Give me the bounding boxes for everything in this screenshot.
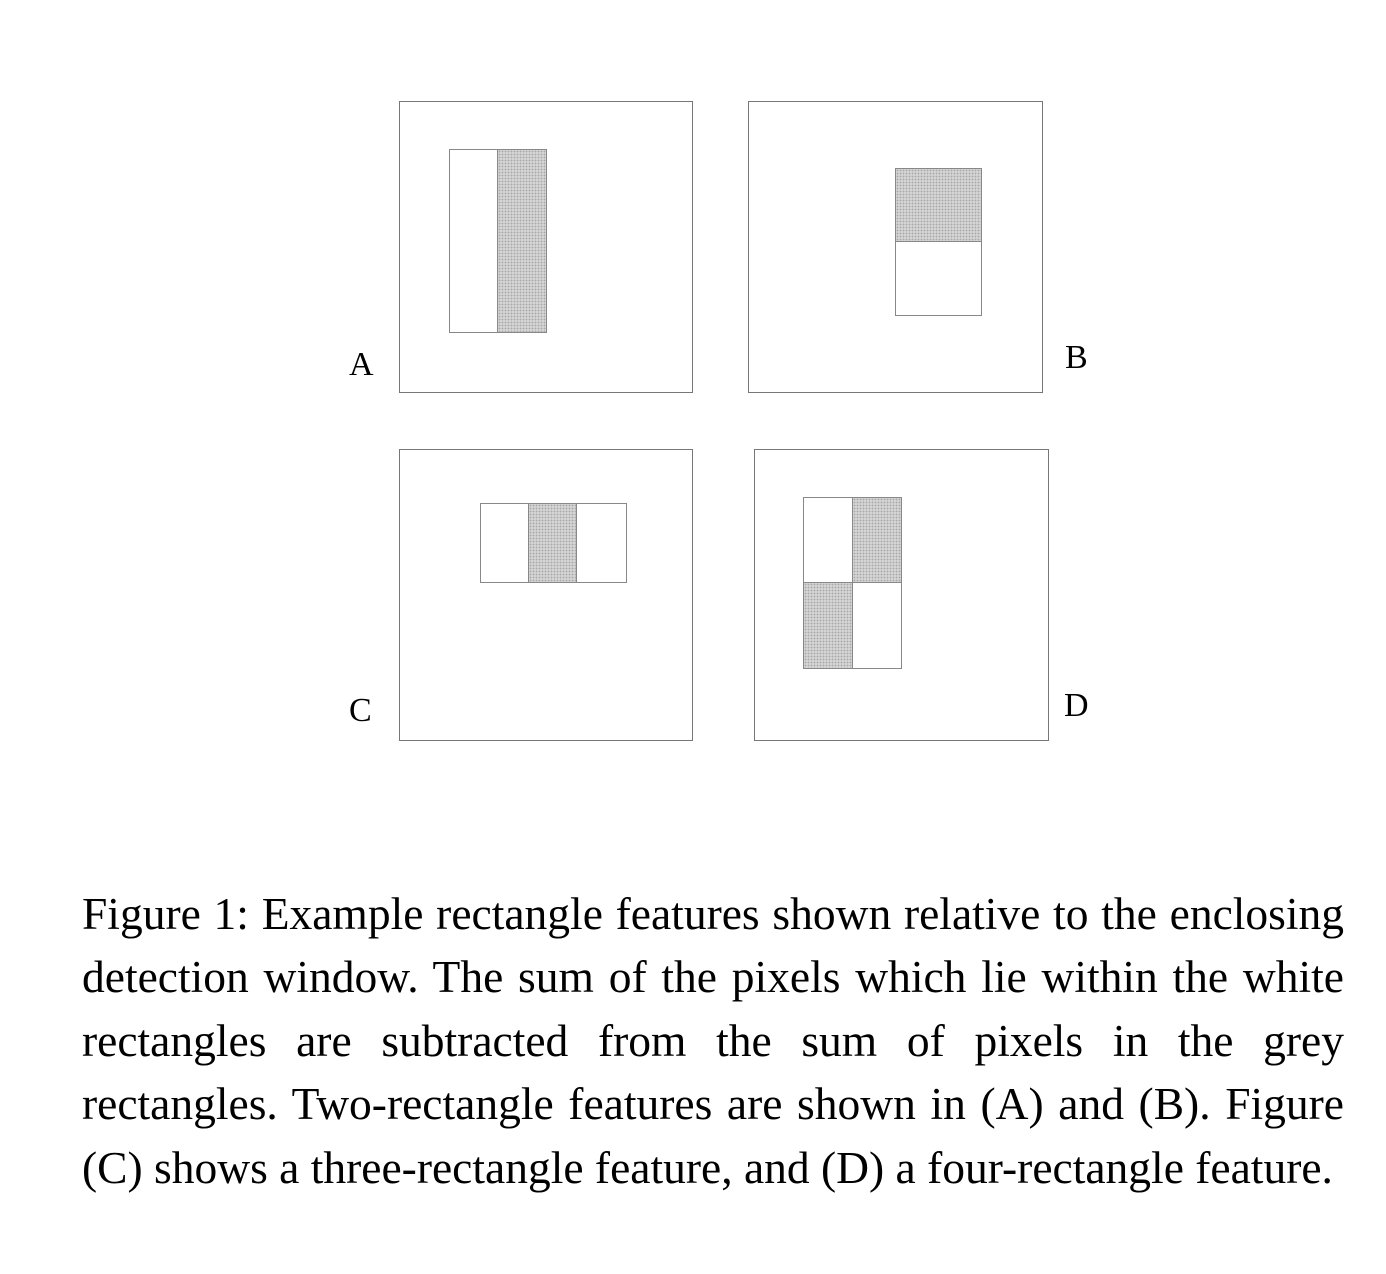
detection-window-a: [399, 101, 693, 393]
grey-rectangle: [895, 168, 982, 243]
white-rectangle: [895, 241, 982, 316]
grey-rectangle: [803, 582, 854, 669]
panel-label-d: D: [1064, 687, 1089, 724]
white-rectangle: [852, 582, 902, 669]
white-rectangle: [480, 503, 530, 583]
white-rectangle: [803, 497, 854, 584]
grey-rectangle: [497, 149, 547, 333]
detection-window-d: [754, 449, 1049, 741]
white-rectangle: [449, 149, 499, 333]
panel-label-c: C: [349, 692, 372, 729]
detection-window-c: [399, 449, 693, 741]
feature-figure: A B C D: [349, 101, 1089, 741]
grey-rectangle: [528, 503, 578, 583]
detection-window-b: [748, 101, 1043, 393]
panel-label-a: A: [349, 346, 374, 383]
figure-caption: Figure 1: Example rectangle features sho…: [82, 888, 1344, 1193]
panel-label-b: B: [1065, 339, 1088, 376]
grey-rectangle: [852, 497, 902, 584]
white-rectangle: [576, 503, 627, 583]
